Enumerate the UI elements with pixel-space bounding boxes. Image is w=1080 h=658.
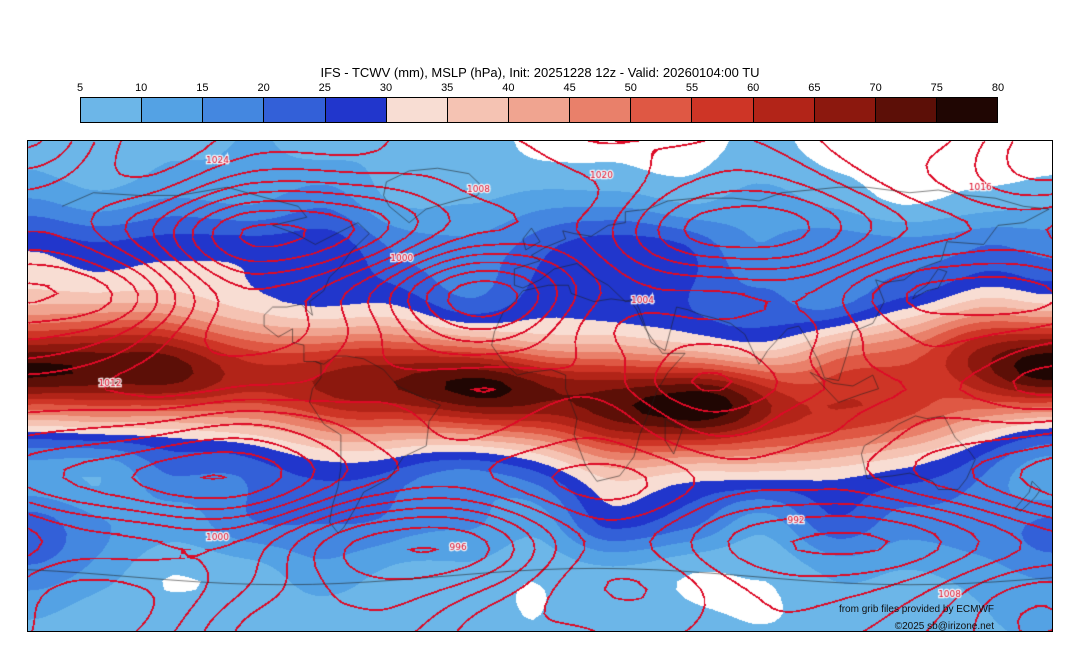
colorbar-segment (935, 98, 998, 122)
colorbar-segment (874, 98, 936, 122)
colorbar-ticks: 5 10 15 20 25 30 35 40 45 50 55 60 65 70 75 80 (76, 82, 1004, 97)
colorbar-segment (385, 98, 447, 122)
colorbar-segment (263, 98, 325, 122)
colorbar-segment (324, 98, 386, 122)
weather-map (28, 141, 1052, 631)
colorbar-segment (569, 98, 631, 122)
colorbar-segment (630, 98, 692, 122)
colorbar: 5 10 15 20 25 30 35 40 45 50 55 60 65 70 75 80 (76, 82, 1004, 123)
colorbar-segment (446, 98, 508, 122)
colorbar-tick: 75 (930, 82, 943, 94)
map-frame (27, 140, 1053, 632)
colorbar-tick: 35 (441, 82, 454, 94)
colorbar-segment (691, 98, 753, 122)
colorbar-tick: 40 (502, 82, 515, 94)
map-title: IFS - TCWV (mm), MSLP (hPa), Init: 20251… (320, 65, 760, 80)
colorbar-tick: 60 (747, 82, 760, 94)
colorbar-tick: 55 (685, 82, 699, 94)
colorbar-segment (813, 98, 875, 122)
attribution-copyright: ©2025 sb@irizone.net (894, 621, 994, 632)
colorbar-segment (141, 98, 203, 122)
colorbar-tick: 80 (991, 82, 1005, 94)
colorbar-tick: 65 (808, 82, 821, 94)
colorbar-tick: 45 (563, 82, 576, 94)
colorbar-tick: 5 (76, 82, 84, 94)
attribution-source: from grib files provided by ECMWF (838, 604, 994, 615)
colorbar-tick: 50 (624, 82, 637, 94)
colorbar-tick: 20 (257, 82, 270, 94)
colorbar-segment (752, 98, 814, 122)
colorbar-segment (81, 98, 142, 122)
colorbar-tick: 30 (379, 82, 393, 94)
colorbar-tick: 15 (196, 82, 209, 94)
colorbar-tick: 25 (318, 82, 331, 94)
colorbar-segment (202, 98, 264, 122)
colorbar-tick: 10 (135, 82, 148, 94)
colorbar-tick: 70 (869, 82, 882, 94)
colorbar-gradient (80, 97, 998, 123)
colorbar-segment (507, 98, 570, 122)
